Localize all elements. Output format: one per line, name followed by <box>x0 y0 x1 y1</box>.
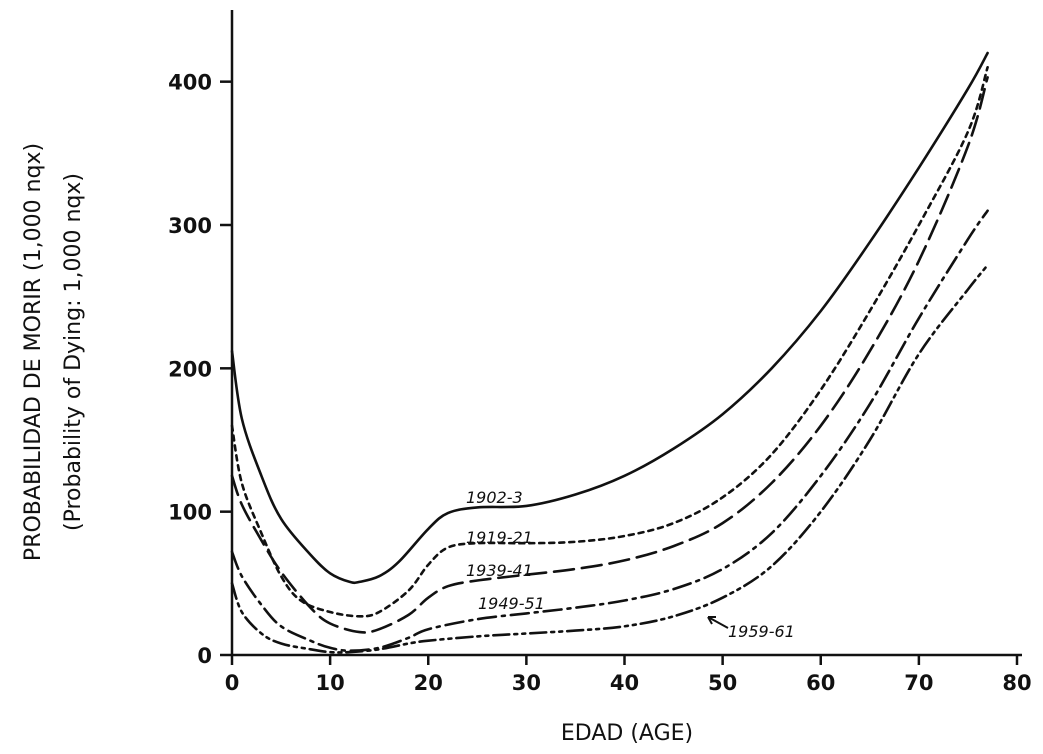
x-tick-label: 0 <box>225 671 240 695</box>
x-tick-label: 10 <box>316 671 345 695</box>
y-tick-label: 400 <box>168 71 212 95</box>
series-line-1939-41 <box>230 76 989 634</box>
x-tick-label: 30 <box>512 671 541 695</box>
series-label-1949-51: 1949-51 <box>478 594 545 613</box>
series-label-1959-61: 1959-61 <box>728 622 795 641</box>
y-tick-label: 100 <box>168 501 212 525</box>
x-tick-label: 60 <box>806 671 835 695</box>
x-tick-label: 80 <box>1002 671 1031 695</box>
series-line-1949-51 <box>230 209 989 652</box>
x-tick-label: 40 <box>610 671 639 695</box>
x-axis-title: EDAD (AGE) <box>561 721 693 746</box>
x-tick-label: 70 <box>904 671 933 695</box>
y-tick-label: 0 <box>197 644 212 668</box>
series-line-1919-21 <box>230 66 989 618</box>
y-tick-label: 200 <box>168 357 212 381</box>
x-tick-label: 20 <box>414 671 443 695</box>
y-tick-label: 300 <box>168 214 212 238</box>
series-label-1939-41: 1939-41 <box>466 561 533 580</box>
series-label-1919-21: 1919-21 <box>466 528 533 547</box>
y-axis-subtitle: (Probability of Dying: 1,000 nqx) <box>61 173 86 531</box>
series-label-arrow <box>707 616 729 629</box>
series-line-1902-3 <box>230 51 989 585</box>
y-axis-title: PROBABILIDAD DE MORIR (1,000 nqx) <box>21 143 46 561</box>
series-label-1902-3: 1902-3 <box>466 488 523 507</box>
y-ticks: 0 100 200 300 400 <box>168 71 232 668</box>
x-tick-label: 50 <box>708 671 737 695</box>
series-line-1959-61 <box>230 263 989 654</box>
series-lines <box>230 51 989 654</box>
x-ticks: 0 10 20 30 40 50 60 70 80 <box>225 655 1032 695</box>
